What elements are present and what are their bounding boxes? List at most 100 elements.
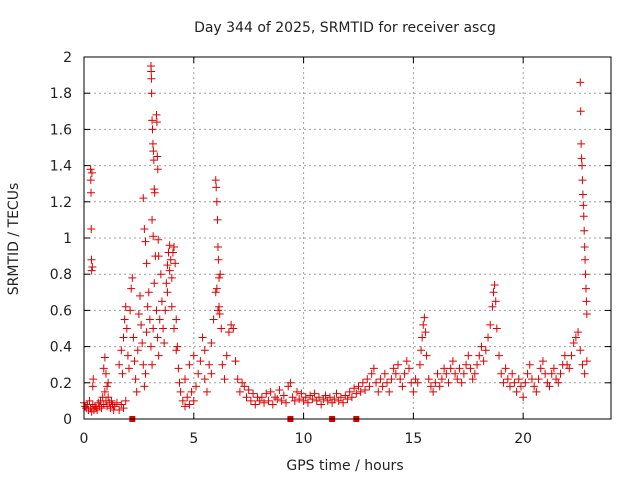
data-point: [229, 324, 238, 333]
data-point: [418, 333, 427, 342]
data-point: [87, 224, 96, 233]
data-point: [145, 315, 154, 324]
data-point: [103, 382, 112, 391]
data-point: [543, 378, 552, 387]
data-point: [503, 375, 512, 384]
data-point: [574, 328, 583, 337]
data-point: [497, 369, 506, 378]
data-point: [421, 328, 430, 337]
data-point: [115, 405, 124, 414]
data-point: [433, 369, 442, 378]
data-point: [170, 324, 179, 333]
data-point: [301, 393, 310, 402]
y-tick-label: 0.6: [50, 303, 72, 319]
data-point: [579, 212, 588, 221]
data-point: [87, 168, 96, 177]
data-point: [417, 346, 426, 355]
data-point: [282, 398, 291, 407]
data-point: [142, 328, 151, 337]
data-point: [505, 382, 514, 391]
data-point: [499, 378, 508, 387]
data-point: [216, 270, 225, 279]
data-point: [477, 342, 486, 351]
data-point: [231, 357, 240, 366]
data-point: [131, 375, 140, 384]
data-point: [466, 364, 475, 373]
data-point: [435, 382, 444, 391]
data-point: [153, 152, 162, 161]
data-point: [140, 224, 149, 233]
data-point: [194, 369, 203, 378]
data-point: [468, 375, 477, 384]
data-point: [181, 375, 190, 384]
data-point: [372, 378, 381, 387]
data-point: [402, 357, 411, 366]
data-point: [358, 378, 367, 387]
data-point: [150, 279, 159, 288]
data-point: [174, 364, 183, 373]
data-point: [142, 259, 151, 268]
y-tick-label: 0.4: [50, 340, 72, 356]
data-point: [196, 357, 205, 366]
data-point: [582, 297, 591, 306]
data-point: [453, 375, 462, 384]
data-point: [117, 400, 126, 409]
data-point: [249, 389, 258, 398]
data-point: [189, 351, 198, 360]
data-point: [448, 357, 457, 366]
data-point: [345, 387, 354, 396]
data-point: [227, 320, 236, 329]
data-point: [582, 357, 591, 366]
data-point: [87, 266, 96, 275]
data-point: [409, 387, 418, 396]
data-point: [152, 306, 161, 315]
data-point: [220, 375, 229, 384]
data-point: [128, 273, 137, 282]
data-point: [411, 375, 420, 384]
data-point: [284, 382, 293, 391]
data-point: [183, 393, 192, 402]
data-point: [396, 375, 405, 384]
y-tick-label: 0.2: [50, 376, 72, 392]
data-point: [135, 291, 144, 300]
data-point: [152, 118, 161, 127]
data-point: [554, 378, 563, 387]
data-point: [576, 346, 585, 355]
data-point: [251, 400, 260, 409]
data-point: [165, 266, 174, 275]
data-point: [119, 333, 128, 342]
data-point: [240, 382, 249, 391]
data-point: [552, 375, 561, 384]
y-tick-label: 0.8: [50, 267, 72, 283]
data-point: [121, 302, 130, 311]
data-point: [246, 396, 255, 405]
data-point: [343, 395, 352, 404]
data-point: [87, 188, 96, 197]
data-point: [475, 351, 484, 360]
data-point: [545, 382, 554, 391]
data-point: [464, 351, 473, 360]
data-point: [356, 387, 365, 396]
data-point: [121, 396, 130, 405]
data-point: [514, 375, 523, 384]
data-point: [495, 351, 504, 360]
data-point: [576, 107, 585, 116]
data-point: [569, 338, 578, 347]
data-point: [413, 378, 422, 387]
y-axis-label: SRMTID / TECUs: [6, 183, 22, 296]
data-point: [88, 382, 97, 391]
data-point: [538, 357, 547, 366]
data-point: [565, 364, 574, 373]
data-point: [286, 378, 295, 387]
data-point: [200, 346, 209, 355]
data-point: [268, 400, 277, 409]
data-point: [323, 396, 332, 405]
data-point: [521, 378, 530, 387]
data-point: [148, 125, 157, 134]
data-point: [491, 297, 500, 306]
data-point: [481, 346, 490, 355]
data-point: [266, 387, 275, 396]
data-point: [530, 382, 539, 391]
data-point: [297, 389, 306, 398]
